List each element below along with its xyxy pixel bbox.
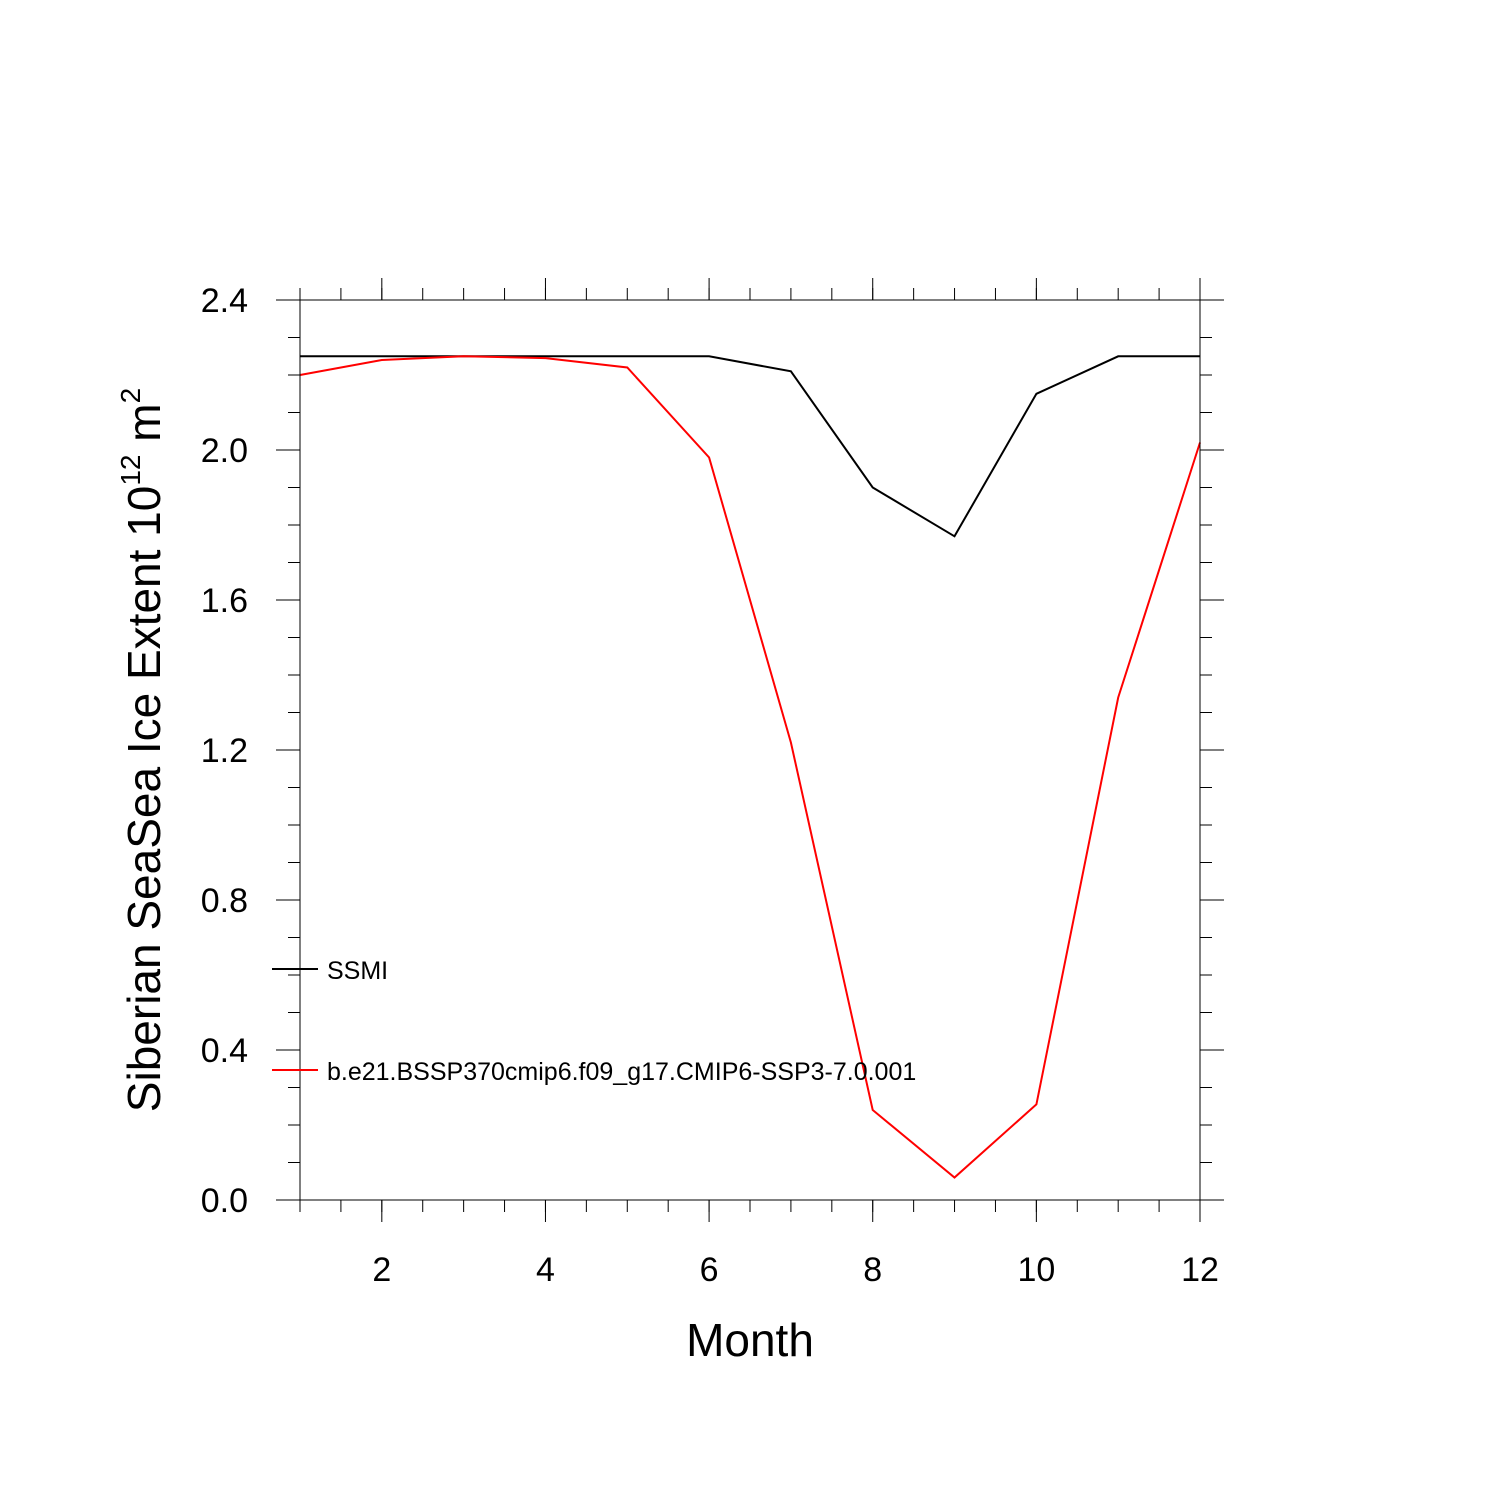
legend: SSMI b.e21.BSSP370cmip6.f09_g17.CMIP6-SS…	[272, 957, 916, 1086]
series-line-cesm	[299, 355, 1201, 1179]
major-ticks	[276, 278, 1224, 1222]
x-axis-label: Month	[686, 1314, 814, 1366]
y-axis-label-unit: m	[118, 403, 170, 454]
legend-label-cesm: b.e21.BSSP370cmip6.f09_g17.CMIP6-SSP3-7.…	[327, 1058, 916, 1086]
y-tick-labels: 0.0 0.4 0.8 1.2 1.6 2.0 2.4	[201, 282, 248, 1220]
y-tick-label: 0.0	[201, 1182, 248, 1220]
x-tick-label: 6	[700, 1251, 719, 1289]
x-tick-label: 10	[1017, 1251, 1055, 1289]
y-axis-label-main: Siberian SeaSea Ice Extent 10	[118, 486, 170, 1113]
y-tick-label: 2.0	[201, 432, 248, 470]
y-tick-label: 1.2	[201, 732, 248, 770]
x-tick-label: 8	[863, 1251, 882, 1289]
series-line-ssmi	[300, 355, 1200, 538]
y-tick-label: 2.4	[201, 282, 248, 320]
y-tick-label: 0.4	[201, 1032, 248, 1070]
series-lines	[299, 355, 1201, 1179]
x-tick-label: 12	[1181, 1251, 1219, 1289]
y-axis-label: Siberian SeaSea Ice Extent 1012 m2	[115, 388, 170, 1112]
plot-frame	[299, 299, 1201, 1201]
x-tick-labels: 2 4 6 8 10 12	[372, 1251, 1219, 1289]
y-tick-label: 0.8	[201, 882, 248, 920]
legend-label-ssmi: SSMI	[327, 957, 388, 985]
y-axis-label-exponent: 12	[115, 455, 146, 486]
x-tick-label: 2	[372, 1251, 391, 1289]
y-tick-label: 1.6	[201, 582, 248, 620]
y-axis-label-unit-exponent: 2	[115, 388, 146, 404]
x-tick-label: 4	[536, 1251, 555, 1289]
